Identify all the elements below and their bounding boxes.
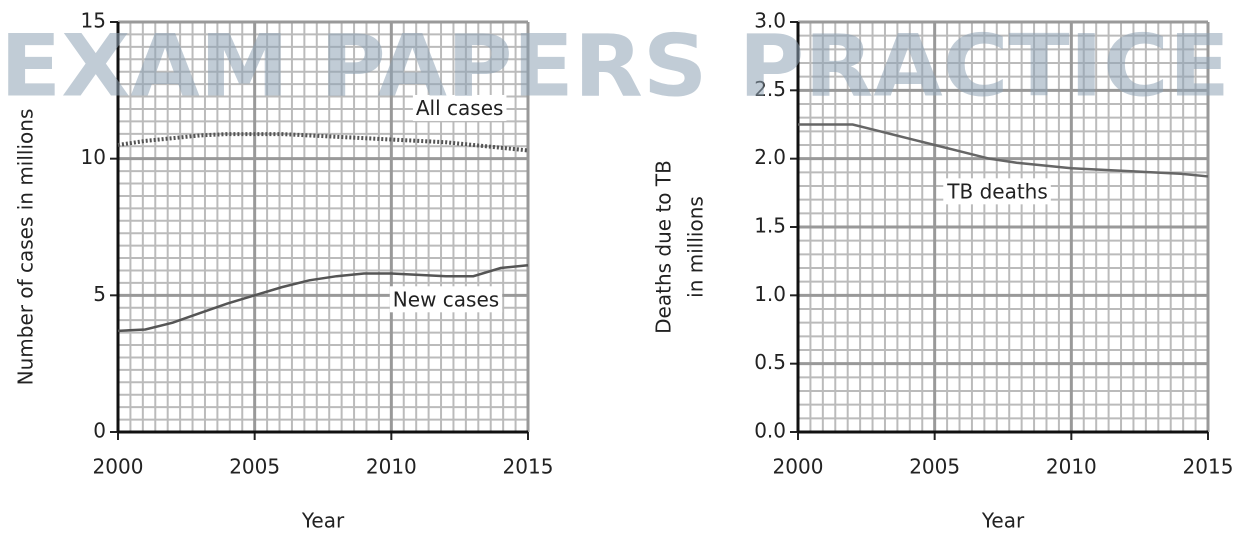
- y-tick-label: 5: [93, 282, 106, 306]
- y-tick-label: 2.5: [754, 77, 786, 101]
- y-tick-label: 15: [81, 9, 106, 33]
- y-tick-label: 3.0: [754, 9, 786, 33]
- y-tick-label: 1.0: [754, 282, 786, 306]
- x-tick-label: 2015: [503, 455, 554, 479]
- y-axis-label: Deaths due to TB: [652, 160, 676, 334]
- series-label: New cases: [393, 287, 499, 311]
- series-line: [117, 132, 529, 153]
- x-tick-label: 2010: [366, 455, 417, 479]
- y-tick-label: 1.5: [754, 214, 786, 238]
- chart: 2000 2005 2010 2015 0 5 10 15 Year Number of case…: [14, 9, 554, 533]
- series-line: [798, 123, 1209, 178]
- y-tick-label: 2.0: [754, 145, 786, 169]
- x-axis-label: Year: [981, 509, 1025, 533]
- y-tick-label: 0.5: [754, 350, 786, 374]
- x-tick-label: 2015: [1183, 455, 1234, 479]
- y-tick-label: 0.0: [754, 419, 786, 443]
- y-tick-label: 10: [81, 145, 106, 169]
- watermark: EXAM PAPERS PRACTICE: [0, 16, 1230, 116]
- y-axis-label: Number of cases in millions: [14, 109, 38, 386]
- series-label-bg: [412, 94, 507, 121]
- charts: 2000 2005 2010 2015 0 5 10 15 Year Number of case…: [14, 9, 1234, 533]
- x-tick-label: 2005: [909, 455, 960, 479]
- series-line: [117, 264, 529, 333]
- series-label-bg: [389, 286, 503, 313]
- series-label: TB deaths: [946, 179, 1048, 203]
- x-tick-label: 2005: [229, 455, 280, 479]
- y-axis-label: in millions: [684, 196, 708, 298]
- x-tick-label: 2000: [93, 455, 144, 479]
- chart: 2000 2005 2010 2015 0.0 0.5 1.0 1.5 2.0 2.5 3.0 Yea…: [652, 9, 1234, 533]
- series-label-bg: [943, 178, 1051, 205]
- series-label: All cases: [416, 96, 504, 120]
- x-axis-label: Year: [301, 509, 345, 533]
- x-tick-label: 2000: [773, 455, 824, 479]
- x-tick-label: 2010: [1046, 455, 1097, 479]
- y-tick-label: 0: [93, 419, 106, 443]
